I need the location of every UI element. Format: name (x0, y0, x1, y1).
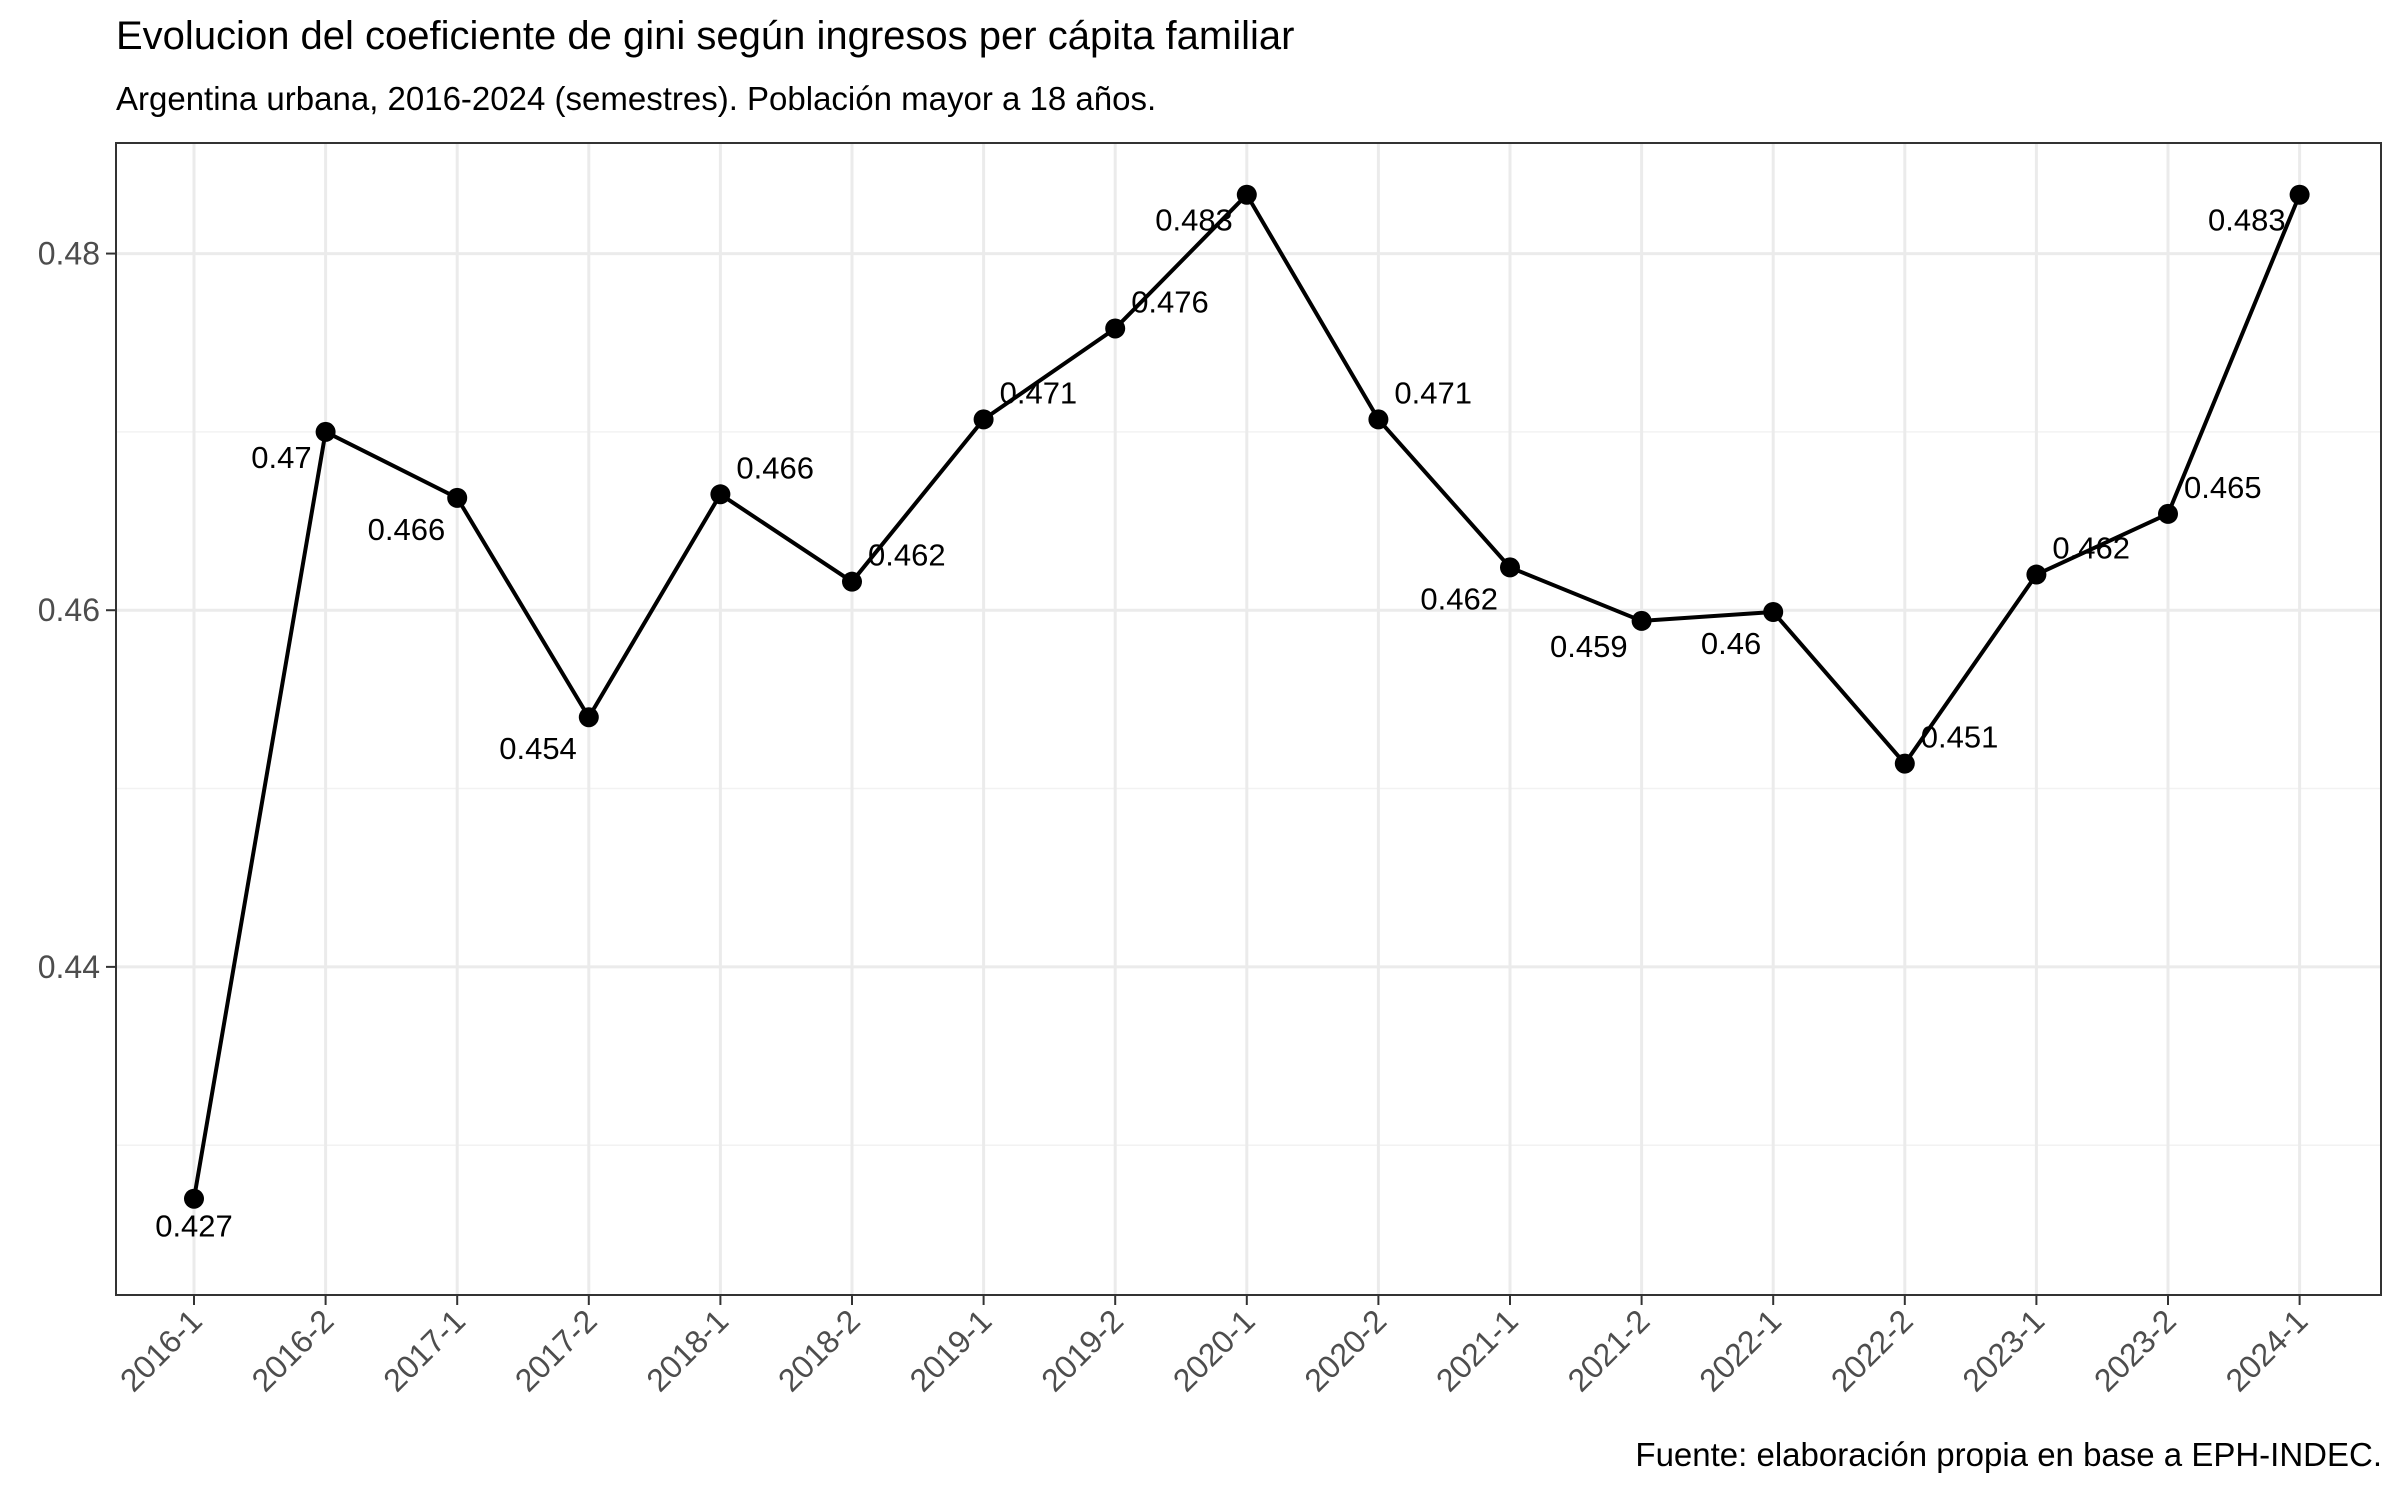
x-tick-label: 2018-2 (771, 1302, 867, 1398)
data-point (973, 409, 994, 430)
data-point (1236, 184, 1257, 205)
data-point (1763, 602, 1784, 623)
data-point (1631, 610, 1652, 631)
axis-layer: 0.44 0.46 0.48 2016-1 2016-2 2017-1 2017-2 2018… (38, 236, 2315, 1399)
data-label: 0.451 (1921, 720, 1999, 755)
data-point (2026, 564, 2047, 585)
chart-title: Evolucion del coeficiente de gini según … (116, 14, 1295, 58)
data-label: 0.466 (368, 512, 446, 547)
data-point (578, 707, 599, 728)
data-point (1894, 753, 1915, 774)
data-label: 0.462 (868, 538, 946, 573)
x-tick-label: 2017-2 (508, 1302, 604, 1398)
data-point (2158, 503, 2178, 524)
x-tick-label: 2023-1 (1955, 1302, 2051, 1398)
y-tick-label: 0.46 (38, 592, 100, 628)
data-label: 0.454 (499, 731, 577, 766)
data-label: 0.476 (1131, 284, 1209, 319)
x-tick-label: 2020-2 (1297, 1302, 1393, 1398)
data-label: 0.465 (2184, 470, 2262, 505)
x-tick-label: 2023-2 (2087, 1302, 2183, 1398)
data-point (1500, 557, 1520, 578)
data-point (447, 487, 468, 508)
x-tick-label: 2019-2 (1034, 1302, 1130, 1398)
data-label-layer: 0.427 0.47 0.466 0.454 0.466 0.462 0.471 0.476 0… (155, 203, 2285, 1244)
data-label: 0.462 (1420, 581, 1498, 616)
chart-caption: Fuente: elaboración propia en base a EPH… (1635, 1436, 2382, 1473)
data-point (1105, 318, 1126, 339)
x-tick-label: 2018-1 (639, 1302, 735, 1398)
data-label: 0.483 (1155, 203, 1233, 238)
x-tick-label: 2016-2 (245, 1302, 341, 1398)
x-tick-label: 2016-1 (113, 1302, 209, 1398)
data-label: 0.466 (736, 450, 814, 485)
data-point (1368, 409, 1389, 430)
data-label: 0.47 (251, 440, 311, 475)
data-label: 0.471 (1394, 375, 1472, 410)
y-tick-label: 0.48 (38, 236, 100, 272)
y-tick-label: 0.44 (38, 949, 100, 985)
plot-border (115, 142, 2382, 1296)
data-point (184, 1188, 204, 1209)
x-tick-label: 2022-2 (1824, 1302, 1920, 1398)
grid-layer (116, 143, 2381, 1295)
data-point (315, 421, 336, 442)
chart-subtitle: Argentina urbana, 2016-2024 (semestres).… (116, 80, 1157, 117)
data-label: 0.483 (2208, 203, 2286, 238)
data-point (842, 571, 862, 592)
data-label: 0.462 (2052, 531, 2130, 566)
data-point (2289, 184, 2310, 205)
x-tick-label: 2020-1 (1166, 1302, 1262, 1398)
x-tick-label: 2022-1 (1692, 1302, 1788, 1398)
data-label: 0.427 (155, 1209, 233, 1244)
series-layer (184, 184, 2310, 1209)
x-tick-label: 2024-1 (2219, 1302, 2315, 1398)
x-tick-label: 2021-2 (1561, 1302, 1657, 1398)
data-label: 0.459 (1550, 629, 1628, 664)
x-tick-label: 2017-1 (376, 1302, 472, 1398)
x-tick-label: 2019-1 (903, 1302, 999, 1398)
data-point (710, 484, 731, 505)
data-label: 0.46 (1701, 626, 1761, 661)
data-label: 0.471 (1000, 375, 1078, 410)
x-tick-label: 2021-1 (1429, 1302, 1525, 1398)
